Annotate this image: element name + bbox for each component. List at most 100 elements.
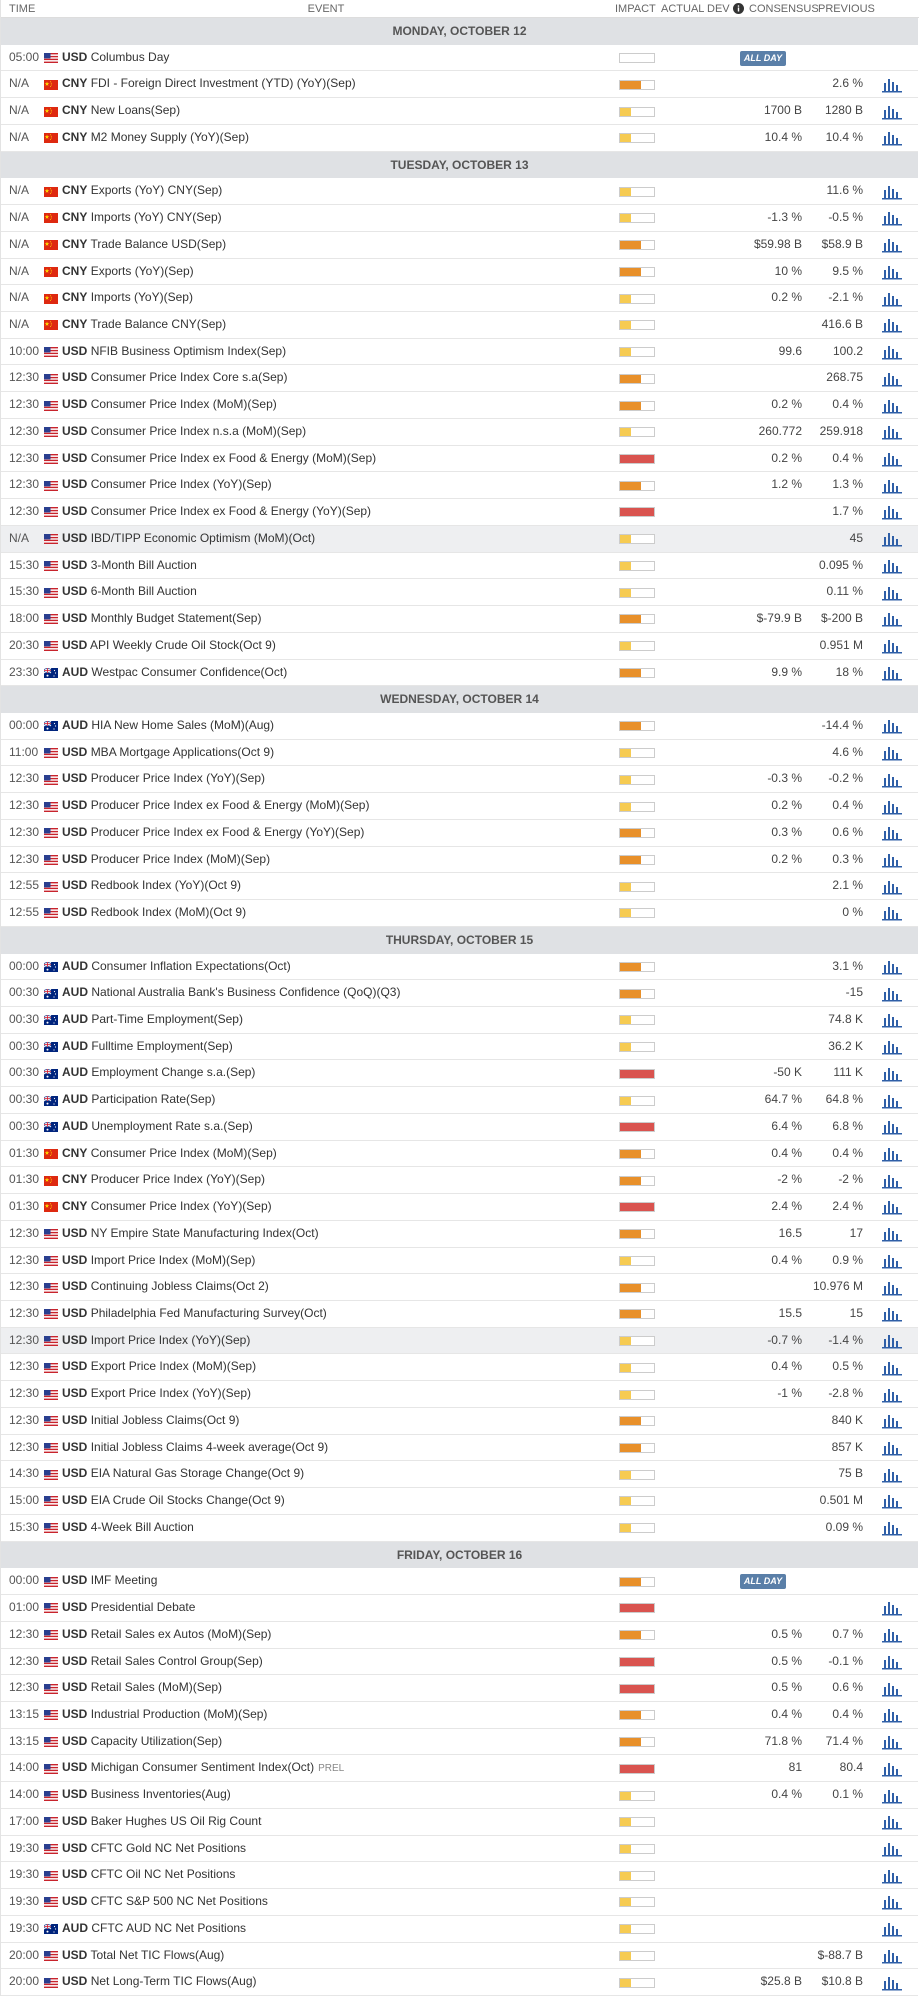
chart-icon[interactable]	[881, 184, 903, 200]
chart-icon[interactable]	[881, 1199, 903, 1215]
chart-icon[interactable]	[881, 1707, 903, 1723]
impact-bar	[619, 988, 655, 999]
chart-icon[interactable]	[881, 291, 903, 307]
chart-icon[interactable]	[881, 1093, 903, 1109]
event-cell: USD Consumer Price Index (YoY)(Sep)	[62, 472, 272, 498]
chart-icon[interactable]	[881, 130, 903, 146]
chart-icon[interactable]	[881, 1894, 903, 1910]
chart-icon[interactable]	[881, 1253, 903, 1269]
chart-icon[interactable]	[881, 237, 903, 253]
event-row: 15:00 USD EIA Crude Oil Stocks Change(Oct…	[1, 1488, 918, 1515]
event-cell: AUD CFTC AUD NC Net Positions	[62, 1916, 246, 1942]
chart-icon[interactable]	[881, 1948, 903, 1964]
chart-icon[interactable]	[881, 1226, 903, 1242]
info-icon[interactable]	[733, 3, 744, 14]
chart-icon[interactable]	[881, 558, 903, 574]
chart-icon[interactable]	[881, 398, 903, 414]
country-flag	[44, 1950, 58, 1961]
chart-icon[interactable]	[881, 611, 903, 627]
consensus: 0.5 %	[771, 1680, 802, 1695]
chart-icon[interactable]	[881, 1493, 903, 1509]
chart-icon[interactable]	[881, 317, 903, 333]
event-row: 18:00 USD Monthly Budget Statement(Sep) $-…	[1, 606, 918, 633]
chart-icon[interactable]	[881, 638, 903, 654]
event-name: Capacity Utilization(Sep)	[90, 1733, 223, 1748]
chart-icon[interactable]	[881, 959, 903, 975]
chart-icon[interactable]	[881, 1520, 903, 1536]
chart-icon[interactable]	[881, 264, 903, 280]
chart-icon[interactable]	[881, 531, 903, 547]
event-time: 12:55	[9, 905, 40, 920]
chart-icon[interactable]	[881, 1119, 903, 1135]
event-time: 19:30	[9, 1894, 40, 1909]
event-row: 12:30 USD Producer Price Index ex Food & …	[1, 793, 918, 820]
chart-icon[interactable]	[881, 852, 903, 868]
chart-icon[interactable]	[881, 879, 903, 895]
event-time: 11:00	[9, 744, 39, 759]
impact-bar	[619, 293, 655, 304]
chart-icon[interactable]	[881, 1039, 903, 1055]
chart-icon[interactable]	[881, 905, 903, 921]
previous: 0.4 %	[832, 798, 863, 813]
chart-icon[interactable]	[881, 1173, 903, 1189]
chart-icon[interactable]	[881, 104, 903, 120]
chart-icon[interactable]	[881, 585, 903, 601]
event-row: 19:30 AUD CFTC AUD NC Net Positions	[1, 1916, 918, 1943]
chart-icon[interactable]	[881, 1841, 903, 1857]
country-flag	[44, 1229, 58, 1240]
chart-icon[interactable]	[881, 210, 903, 226]
impact-fill	[620, 1631, 642, 1640]
impact-fill	[620, 1176, 642, 1185]
chart-icon[interactable]	[881, 1387, 903, 1403]
chart-icon[interactable]	[881, 665, 903, 681]
event-cell: AUD National Australia Bank's Business C…	[62, 980, 400, 1006]
chart-icon[interactable]	[881, 1280, 903, 1296]
event-name: CFTC Oil NC Net Positions	[90, 1867, 236, 1882]
chart-icon[interactable]	[881, 1921, 903, 1937]
chart-icon[interactable]	[881, 1761, 903, 1777]
chart-icon[interactable]	[881, 504, 903, 520]
chart-icon[interactable]	[881, 772, 903, 788]
chart-icon[interactable]	[881, 1012, 903, 1028]
chart-icon[interactable]	[881, 986, 903, 1002]
chart-icon[interactable]	[881, 1440, 903, 1456]
chart-icon[interactable]	[881, 478, 903, 494]
chart-icon[interactable]	[881, 1066, 903, 1082]
event-cell: USD Business Inventories(Aug)	[62, 1782, 231, 1808]
previous: 0.7 %	[832, 1626, 863, 1641]
chart-icon[interactable]	[881, 1868, 903, 1884]
country-flag	[44, 1416, 58, 1427]
chart-icon[interactable]	[881, 1788, 903, 1804]
chart-icon[interactable]	[881, 1360, 903, 1376]
chart-icon[interactable]	[881, 1814, 903, 1830]
chart-icon[interactable]	[881, 344, 903, 360]
chart-icon[interactable]	[881, 1654, 903, 1670]
chart-icon[interactable]	[881, 799, 903, 815]
chart-icon[interactable]	[881, 371, 903, 387]
chart-icon[interactable]	[881, 1306, 903, 1322]
chart-icon[interactable]	[881, 451, 903, 467]
chart-icon[interactable]	[881, 1413, 903, 1429]
chart-icon[interactable]	[881, 825, 903, 841]
chart-icon[interactable]	[881, 1627, 903, 1643]
chart-icon[interactable]	[881, 1467, 903, 1483]
chart-icon[interactable]	[881, 1975, 903, 1991]
chart-icon[interactable]	[881, 745, 903, 761]
currency: AUD	[62, 1920, 88, 1935]
chart-icon[interactable]	[881, 424, 903, 440]
chart-icon[interactable]	[881, 1681, 903, 1697]
country-flag	[44, 1175, 58, 1186]
event-cell: USD Total Net TIC Flows(Aug)	[62, 1943, 224, 1969]
event-name: Consumer Price Index (MoM)(Sep)	[90, 1145, 277, 1160]
event-name: Consumer Price Index ex Food & Energy (M…	[90, 450, 377, 465]
event-cell: USD EIA Crude Oil Stocks Change(Oct 9)	[62, 1488, 285, 1514]
chart-icon[interactable]	[881, 1734, 903, 1750]
chart-icon[interactable]	[881, 1146, 903, 1162]
chart-icon[interactable]	[881, 718, 903, 734]
chart-icon[interactable]	[881, 1333, 903, 1349]
event-time: 12:30	[9, 851, 40, 866]
country-flag	[44, 1042, 58, 1053]
chart-icon[interactable]	[881, 1600, 903, 1616]
chart-icon[interactable]	[881, 77, 903, 93]
impact-fill	[620, 1764, 654, 1773]
